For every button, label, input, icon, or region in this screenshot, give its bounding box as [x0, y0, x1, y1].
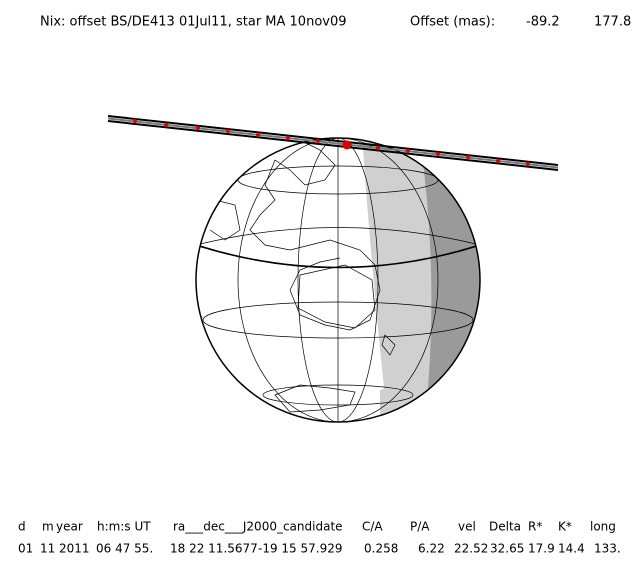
globe: [196, 138, 480, 422]
offset-label: Offset (mas):: [410, 15, 495, 30]
shadow-track: [107, 115, 559, 171]
cell: 06 47 55.: [96, 542, 153, 556]
cell: 14.4: [558, 542, 585, 556]
column-header: long: [590, 520, 616, 534]
column-header: vel: [458, 520, 476, 534]
column-header: R*: [528, 520, 542, 534]
cell: 01: [18, 542, 33, 556]
info-table: d m year h:m:s UT ra___dec___J2000_candi…: [18, 520, 621, 556]
title: Nix: offset BS/DE413 01Jul11, star MA 10…: [40, 15, 347, 30]
column-header: ra___dec___J2000_candidate: [173, 520, 343, 534]
cell: 133.: [594, 542, 621, 556]
column-header: C/A: [362, 520, 383, 534]
cell: 6.22: [418, 542, 445, 556]
cell: 32.65: [490, 542, 524, 556]
column-header: m: [42, 520, 54, 534]
cell: 22.52: [454, 542, 488, 556]
cell: 0.258: [364, 542, 398, 556]
column-header: d: [18, 520, 26, 534]
column-header: K*: [558, 520, 572, 534]
offset-value: 177.8: [594, 15, 631, 30]
offset-value: -89.2: [526, 15, 560, 30]
cell: 18 22 11.5677: [170, 542, 258, 556]
cell: 17.9: [528, 542, 555, 556]
column-header: P/A: [410, 520, 430, 534]
column-header: h:m:s UT: [97, 520, 151, 534]
column-header: year: [56, 520, 83, 534]
globe-outline: [195, 137, 481, 423]
column-header: Delta: [489, 520, 521, 534]
cell: 11: [40, 542, 55, 556]
cell: -19 15 57.929: [258, 542, 343, 556]
cell: 2011: [59, 542, 90, 556]
